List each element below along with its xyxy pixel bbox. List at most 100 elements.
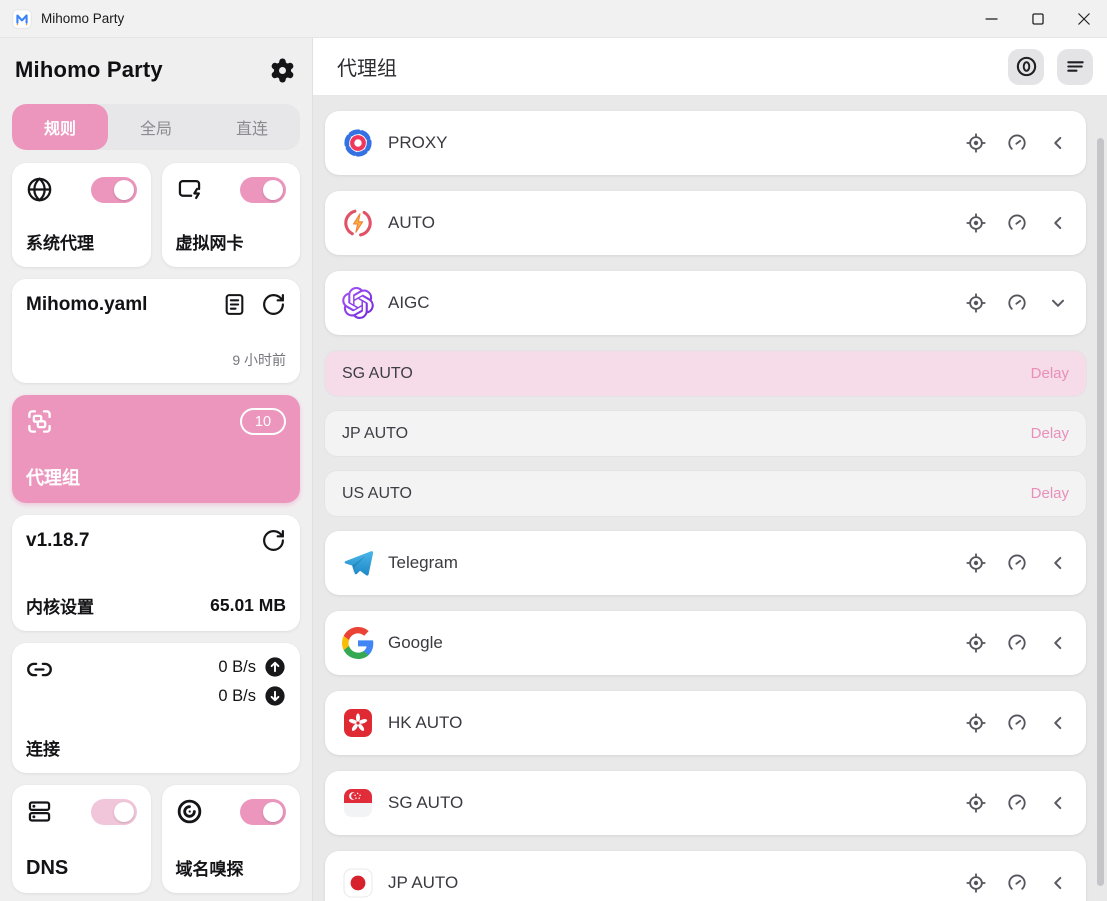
flag-hk-icon (342, 707, 374, 739)
minimize-button[interactable] (969, 0, 1015, 37)
telegram-icon (342, 547, 374, 579)
locate-proxy-button[interactable] (965, 792, 987, 814)
delay-test-label[interactable]: Delay (1030, 485, 1069, 502)
expand-chevron-icon[interactable] (1047, 712, 1069, 734)
expand-chevron-icon[interactable] (1047, 632, 1069, 654)
connections-card[interactable]: 0 B/s 0 B/s 连接 (12, 643, 300, 773)
speedtest-button[interactable] (1006, 872, 1028, 894)
sniff-toggle[interactable] (240, 798, 286, 825)
proxy-item-row[interactable]: US AUTO Delay (325, 471, 1086, 516)
collapse-chevron-icon[interactable] (1047, 292, 1069, 314)
locate-proxy-button[interactable] (965, 712, 987, 734)
maximize-button[interactable] (1015, 0, 1061, 37)
profile-card[interactable]: Mihomo.yaml 9 小时前 (12, 279, 300, 383)
tab-direct[interactable]: 直连 (204, 104, 300, 150)
proxy-group-name: AIGC (388, 293, 430, 312)
proxy-group-name: SG AUTO (388, 793, 464, 812)
locate-proxy-button[interactable] (965, 292, 987, 314)
expand-chevron-icon[interactable] (1047, 792, 1069, 814)
app-logo-icon (12, 8, 32, 29)
speedtest-button[interactable] (1006, 632, 1028, 654)
proxy-group-row[interactable]: JP AUTO (325, 851, 1086, 901)
proxy-group-row[interactable]: AUTO (325, 191, 1086, 255)
proxy-item-name: JP AUTO (342, 424, 409, 442)
profile-edit-button[interactable] (222, 292, 247, 317)
circled-zero-icon (1016, 56, 1036, 77)
window-title: Mihomo Party (41, 11, 125, 26)
expand-chevron-icon[interactable] (1047, 552, 1069, 574)
expand-chevron-icon[interactable] (1047, 132, 1069, 154)
locate-proxy-button[interactable] (965, 132, 987, 154)
dns-toggle[interactable] (90, 798, 137, 825)
flag-jp-icon (342, 867, 374, 899)
scrollbar-thumb[interactable] (1097, 138, 1104, 886)
core-version: v1.18.7 (26, 529, 90, 551)
expand-chevron-icon[interactable] (1047, 212, 1069, 234)
proxy-group-row[interactable]: Google (325, 611, 1086, 675)
proxy-group-row[interactable]: Telegram (325, 531, 1086, 595)
dns-card[interactable]: DNS (12, 785, 151, 893)
locate-proxy-button[interactable] (965, 552, 987, 574)
core-restart-button[interactable] (261, 528, 286, 553)
speedtest-button[interactable] (1006, 212, 1028, 234)
settings-button[interactable] (267, 55, 297, 85)
system-proxy-toggle[interactable] (90, 176, 137, 203)
proxy-group-row[interactable]: HK AUTO (325, 691, 1086, 755)
proxy-group-row[interactable]: SG AUTO (325, 771, 1086, 835)
tun-toggle[interactable] (240, 176, 286, 203)
list-layout-button[interactable] (1057, 48, 1093, 85)
virtual-nic-icon (176, 176, 203, 203)
globe-icon (26, 176, 53, 203)
profile-refresh-button[interactable] (261, 292, 286, 317)
locate-proxy-button[interactable] (965, 872, 987, 894)
proxy-group-count-badge: 10 (240, 408, 286, 435)
toggle-knob (263, 801, 283, 822)
proxy-group-row[interactable]: AIGC (325, 271, 1086, 335)
sniff-card[interactable]: 域名嗅探 (161, 785, 300, 893)
proxy-group-name: Google (388, 633, 443, 652)
speedtest-button[interactable] (1006, 552, 1028, 574)
tun-label: 虚拟网卡 (175, 234, 244, 253)
toggle-knob (113, 179, 134, 200)
app-title: Mihomo Party (15, 57, 163, 82)
speedtest-button[interactable] (1006, 712, 1028, 734)
openai-icon (342, 287, 374, 319)
link-icon (26, 656, 53, 683)
sniff-label: 域名嗅探 (175, 860, 244, 879)
proxy-item-name: SG AUTO (342, 364, 413, 382)
profile-updated-time: 9 小时前 (232, 352, 286, 368)
proxy-item-row[interactable]: SG AUTO Delay (325, 351, 1086, 396)
proxy-item-row[interactable]: JP AUTO Delay (325, 411, 1086, 456)
proxy-group-name: AUTO (388, 213, 435, 232)
proxy-icon (342, 127, 374, 159)
tab-global[interactable]: 全局 (108, 104, 204, 150)
upload-arrow-icon (265, 657, 285, 677)
locate-proxy-button[interactable] (965, 632, 987, 654)
delay-sort-button[interactable] (1008, 48, 1044, 85)
google-icon (342, 627, 374, 659)
profile-name: Mihomo.yaml (26, 293, 148, 315)
proxy-group-name: JP AUTO (388, 873, 459, 892)
outbound-mode-tabs: 规则 全局 直连 (12, 104, 300, 150)
sidebar-item-proxy-groups[interactable]: 10 代理组 (12, 395, 300, 503)
expand-chevron-icon[interactable] (1047, 872, 1069, 894)
page-title: 代理组 (337, 58, 397, 80)
tun-card[interactable]: 虚拟网卡 (161, 163, 300, 267)
delay-test-label[interactable]: Delay (1030, 365, 1069, 382)
close-button[interactable] (1061, 0, 1107, 37)
gear-icon (271, 58, 293, 82)
tab-rule[interactable]: 规则 (12, 104, 108, 150)
system-proxy-card[interactable]: 系统代理 (12, 163, 151, 267)
download-speed: 0 B/s (218, 686, 256, 705)
proxy-group-list: PROXY AUTO AIGC SG AUTO Delay JP AUTO Delay US … (313, 96, 1107, 901)
speedtest-button[interactable] (1006, 292, 1028, 314)
proxy-group-row[interactable]: PROXY (325, 111, 1086, 175)
delay-test-label[interactable]: Delay (1030, 425, 1069, 442)
speedtest-button[interactable] (1006, 792, 1028, 814)
core-settings-card[interactable]: v1.18.7 内核设置 65.01 MB (12, 515, 300, 631)
locate-proxy-button[interactable] (965, 212, 987, 234)
proxy-groups-nav-label: 代理组 (26, 468, 80, 488)
proxy-group-name: PROXY (388, 133, 448, 152)
core-settings-label: 内核设置 (26, 598, 94, 617)
speedtest-button[interactable] (1006, 132, 1028, 154)
